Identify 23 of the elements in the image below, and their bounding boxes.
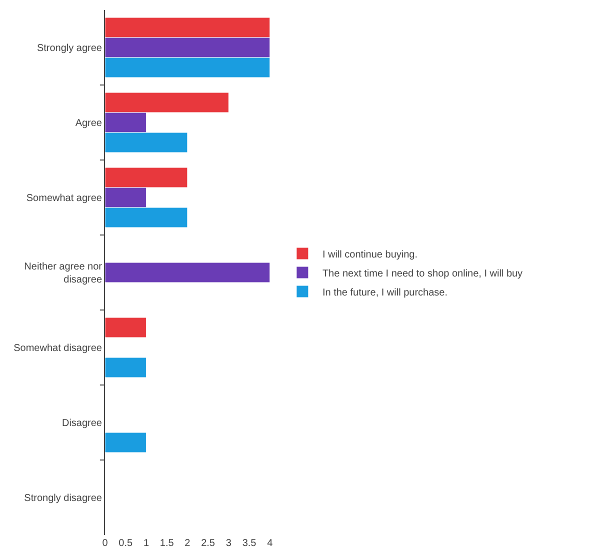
x-tick-label: 2.5 — [201, 538, 216, 549]
y-tick-label: Agree — [75, 118, 102, 129]
y-tick-label: Neither agree nor disagree — [24, 262, 103, 286]
y-tick-label: Strongly disagree — [24, 493, 102, 504]
bar — [105, 262, 270, 283]
y-tick-label: Disagree — [62, 418, 102, 429]
y-tick-label: Somewhat disagree — [14, 343, 102, 354]
x-tick-label: 0.5 — [118, 538, 133, 549]
x-tick-label: 0 — [102, 538, 108, 549]
bar — [105, 357, 146, 378]
x-tick-label: 3 — [226, 538, 232, 549]
bar — [105, 432, 146, 453]
x-tick-label: 3.5 — [242, 538, 257, 549]
legend-label: I will continue buying. — [322, 249, 418, 260]
legend-label: The next time I need to shop online, I will buy — [322, 268, 523, 280]
legend-label: In the future, I will purchase. — [322, 287, 448, 298]
x-tick-label: 2 — [184, 538, 191, 549]
y-tick-label: Strongly agree — [36, 43, 102, 54]
x-tick-label: 1.5 — [160, 538, 174, 549]
bar — [105, 317, 146, 338]
x-tick-label: 4 — [267, 538, 274, 549]
y-tick-label: Somewhat agree — [26, 193, 102, 204]
x-tick-label: 1 — [143, 538, 150, 549]
